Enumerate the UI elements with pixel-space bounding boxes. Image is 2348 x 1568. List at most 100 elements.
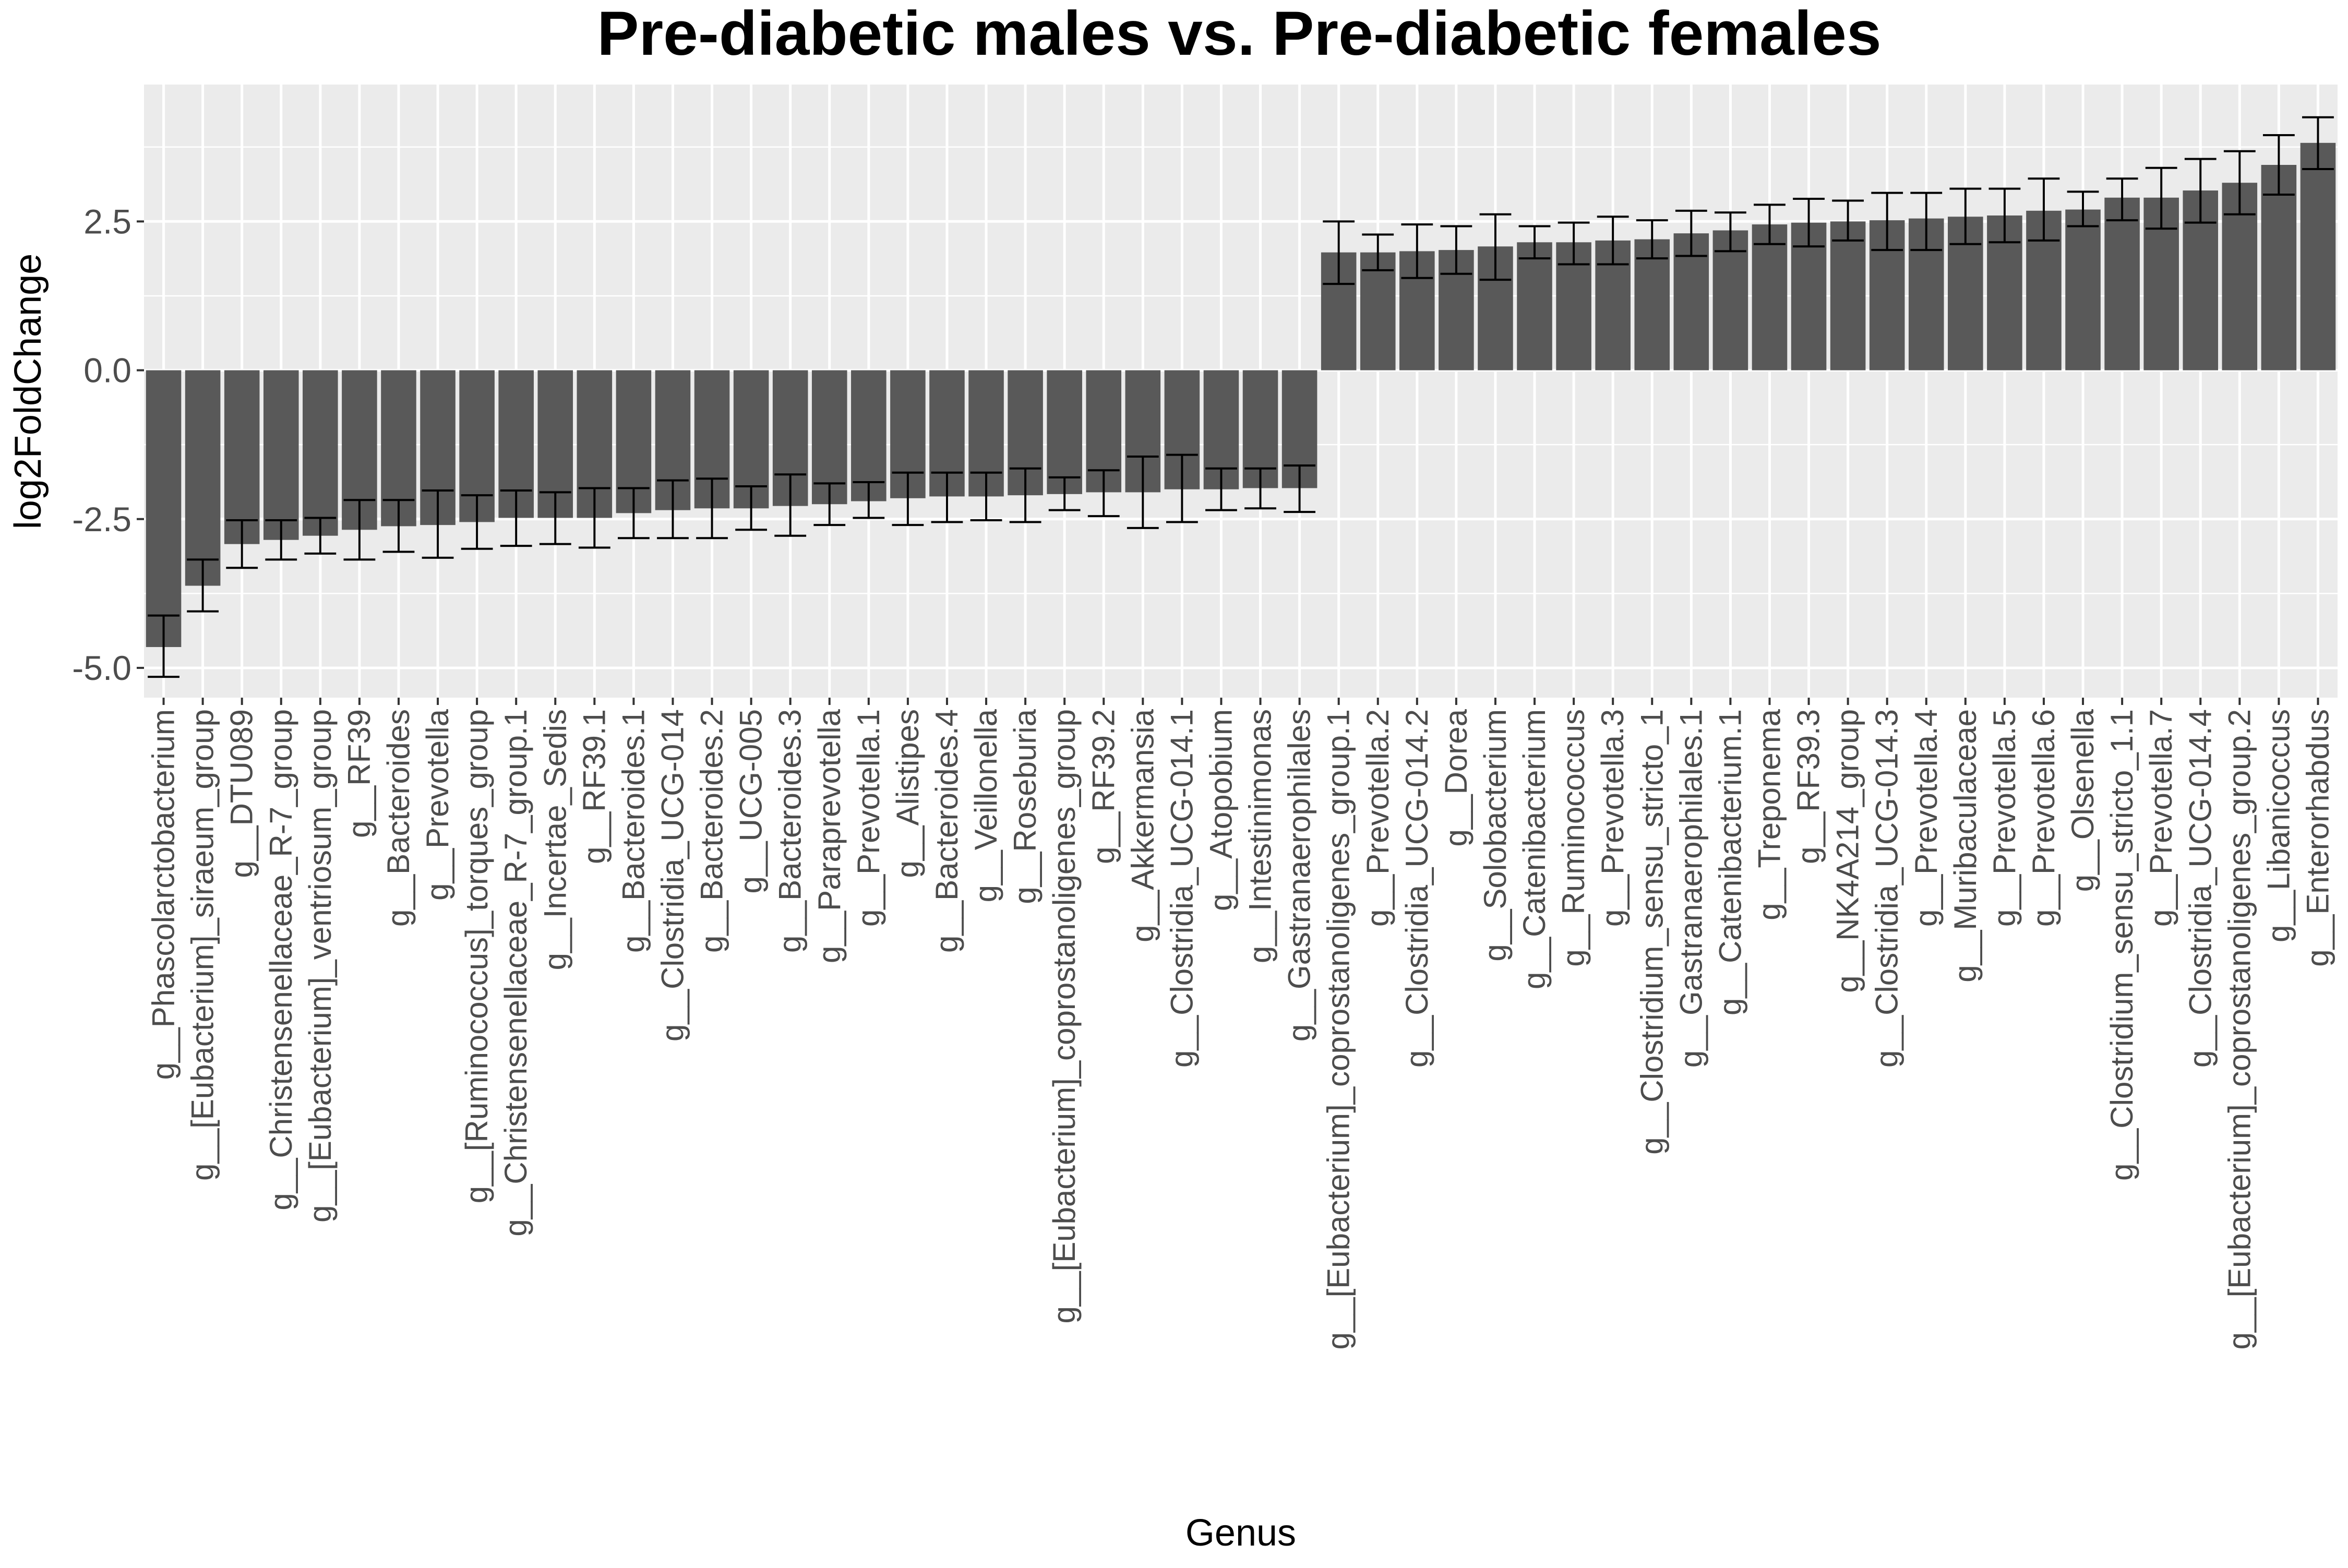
bar bbox=[2104, 197, 2140, 370]
errorbar bbox=[735, 485, 768, 531]
errorbar bbox=[1127, 455, 1159, 529]
errorbar bbox=[343, 499, 376, 561]
x-tick-label: g__Christensenellaceae_R-7_group bbox=[263, 709, 298, 1211]
x-tick-label: g__RF39 bbox=[342, 709, 377, 838]
errorbar bbox=[931, 471, 963, 523]
errorbar bbox=[1793, 198, 1825, 248]
bar bbox=[2300, 142, 2336, 370]
x-tick-label: g__Incertae_Sedis bbox=[537, 709, 572, 970]
x-tick-label: g__Libanicoccus bbox=[2261, 709, 2296, 942]
errorbar bbox=[539, 491, 571, 545]
errorbar bbox=[1949, 187, 1982, 245]
x-tick-label: g__Prevotella.6 bbox=[2026, 709, 2061, 927]
x-tick-label: g__Clostridia_UCG-014.3 bbox=[1870, 709, 1904, 1068]
x-tick-label: g__Prevotella.3 bbox=[1595, 709, 1630, 927]
errorbar bbox=[696, 477, 728, 540]
x-tick-label: g__Clostridium_sensu_stricto_1.1 bbox=[2104, 709, 2139, 1181]
errorbar bbox=[2106, 177, 2138, 222]
x-tick-label: g__Bacteroides.1 bbox=[616, 709, 651, 953]
x-tick-label: g__Gastranaerophilales.1 bbox=[1673, 709, 1708, 1068]
errorbar bbox=[1754, 204, 1786, 245]
x-tick-label: g__Paraprevotella bbox=[812, 709, 847, 963]
x-tick-label: g__Prevotella bbox=[420, 709, 455, 901]
x-tick-label: g__Clostridia_UCG-014.4 bbox=[2183, 709, 2218, 1068]
x-tick-label: g__Intestinimonas bbox=[1243, 709, 1278, 963]
errorbar bbox=[2184, 158, 2217, 224]
x-axis-ticks: g__Phascolarctobacterium g__[Eubacterium]… bbox=[146, 698, 2335, 1350]
errorbar bbox=[2067, 190, 2099, 228]
y-axis-ticks: -5.0 -2.5 0.0 2.5 bbox=[72, 202, 144, 687]
errorbars-group bbox=[148, 116, 2334, 678]
errorbar bbox=[1714, 211, 1746, 253]
x-tick-label: g__[Ruminococcus]_torques_group bbox=[459, 709, 494, 1203]
errorbar bbox=[1988, 187, 2021, 244]
errorbar bbox=[1323, 220, 1355, 285]
errorbar bbox=[2223, 150, 2256, 216]
errorbar bbox=[657, 479, 689, 540]
bar bbox=[185, 370, 221, 586]
x-tick-label: g__Bacteroides.3 bbox=[773, 709, 808, 953]
x-tick-label: g__RF39.2 bbox=[1086, 709, 1121, 864]
bar bbox=[1360, 252, 1396, 370]
x-tick-label: g__[Eubacterium]_coprostanoligenes_group… bbox=[2222, 709, 2257, 1350]
errorbar bbox=[1910, 191, 1943, 252]
x-tick-label: g__NK4A214_group bbox=[1830, 709, 1865, 993]
bar bbox=[2065, 209, 2101, 370]
x-tick-label: g__Clostridia_UCG-014.1 bbox=[1164, 709, 1199, 1068]
x-tick-label: g__Treponema bbox=[1752, 709, 1787, 920]
x-tick-label: g__Catenibacterium bbox=[1517, 709, 1552, 989]
x-tick-label: g__Olsenella bbox=[2065, 709, 2100, 892]
bar bbox=[851, 370, 887, 501]
x-tick-label: g__Atopobium bbox=[1203, 709, 1238, 911]
errorbar bbox=[970, 471, 1002, 522]
x-tick-label: g__[Eubacterium]_ventriosum_group bbox=[303, 709, 338, 1223]
x-tick-label: g__[Eubacterium]_coprostanoligenes_group bbox=[1047, 709, 1082, 1323]
errorbar bbox=[1205, 467, 1237, 511]
errorbar bbox=[2302, 116, 2334, 170]
x-tick-label: g__Prevotella.7 bbox=[2143, 709, 2178, 927]
errorbar bbox=[1284, 464, 1316, 513]
bar bbox=[146, 370, 182, 648]
errorbar bbox=[892, 471, 924, 526]
x-tick-label: g__Prevotella.5 bbox=[1987, 709, 2022, 927]
errorbar bbox=[1048, 476, 1081, 511]
errorbar bbox=[1832, 199, 1864, 242]
y-axis-title: log2FoldChange bbox=[7, 254, 49, 529]
errorbar bbox=[1401, 223, 1433, 279]
errorbar bbox=[853, 481, 885, 519]
x-tick-label: g__Gastranaerophilales bbox=[1282, 709, 1317, 1042]
x-tick-label: g__RF39.3 bbox=[1791, 709, 1826, 864]
errorbar bbox=[500, 489, 532, 547]
y-tick-label: 0.0 bbox=[83, 351, 131, 390]
y-tick-label: -2.5 bbox=[72, 500, 131, 538]
bar bbox=[263, 370, 299, 540]
errorbar bbox=[578, 487, 610, 549]
x-tick-label: g__[Eubacterium]_siraeum_group bbox=[185, 709, 220, 1181]
errorbar bbox=[1244, 467, 1276, 510]
x-tick-label: g__Christensenellaceae_R-7_group.1 bbox=[498, 709, 533, 1237]
errorbar bbox=[382, 499, 415, 553]
chart-title: Pre-diabetic males vs. Pre-diabetic fema… bbox=[597, 0, 1881, 68]
x-tick-label: g__Bacteroides bbox=[381, 709, 416, 927]
x-tick-label: g__Dorea bbox=[1439, 709, 1474, 846]
errorbar bbox=[187, 558, 219, 613]
errorbar bbox=[1166, 453, 1198, 523]
errorbar bbox=[1479, 213, 1512, 281]
errorbar bbox=[1009, 467, 1041, 523]
errorbar bbox=[2028, 177, 2060, 242]
x-tick-label: g__Enterorhabdus bbox=[2300, 709, 2335, 967]
errorbar bbox=[1636, 219, 1668, 260]
x-tick-label: g__Solobacterium bbox=[1478, 709, 1513, 962]
bar bbox=[303, 370, 338, 536]
x-tick-label: g__Alistipes bbox=[890, 709, 925, 878]
x-tick-label: g__Veillonella bbox=[968, 709, 1003, 902]
errorbar bbox=[1597, 216, 1629, 266]
errorbar bbox=[1518, 225, 1551, 260]
errorbar bbox=[1558, 221, 1590, 266]
y-tick-label: -5.0 bbox=[72, 649, 131, 687]
errorbar bbox=[2262, 134, 2295, 196]
x-tick-label: g__RF39.1 bbox=[577, 709, 612, 864]
bar bbox=[2261, 165, 2297, 370]
errorbar bbox=[265, 519, 297, 561]
